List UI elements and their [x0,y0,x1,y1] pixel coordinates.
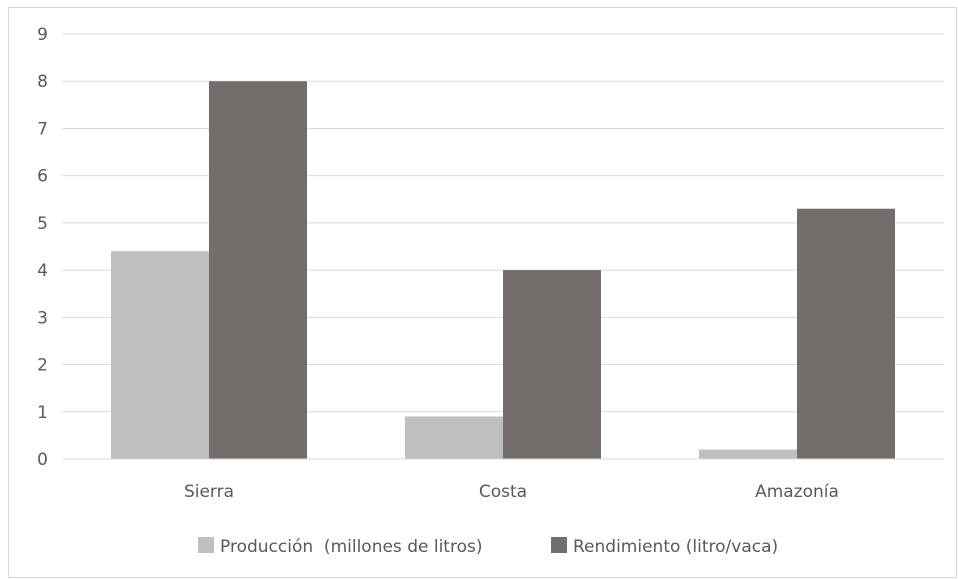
bar-rendimiento-1 [503,270,601,459]
legend-label: Rendimiento (litro/vaca) [573,537,778,557]
y-axis-ticks: 0 1 2 3 4 5 6 7 8 9 [37,25,48,470]
y-tick-label: 7 [37,119,48,139]
legend: Producción (millones de litros) Rendimien… [198,537,778,557]
bar-produccion-2 [699,449,797,459]
y-tick-label: 5 [37,214,48,234]
bar-produccion-1 [405,416,503,459]
bars [111,81,895,459]
y-tick-label: 9 [37,25,48,45]
category-label: Costa [479,482,527,502]
y-tick-label: 4 [37,261,48,281]
y-tick-label: 1 [37,403,48,423]
legend-label: Producción (millones de litros) [220,537,482,557]
bar-rendimiento-0 [209,81,307,459]
category-label: Sierra [184,482,234,502]
legend-swatch [551,537,567,553]
category-label: Amazonía [755,482,839,502]
y-tick-label: 2 [37,356,48,376]
bar-produccion-0 [111,251,209,459]
y-tick-label: 6 [37,167,48,187]
bar-rendimiento-2 [797,208,895,459]
y-tick-label: 3 [37,308,48,328]
y-tick-label: 8 [37,72,48,92]
category-labels: Sierra Costa Amazonía [184,482,839,502]
legend-swatch [198,537,214,553]
y-tick-label: 0 [37,450,48,470]
